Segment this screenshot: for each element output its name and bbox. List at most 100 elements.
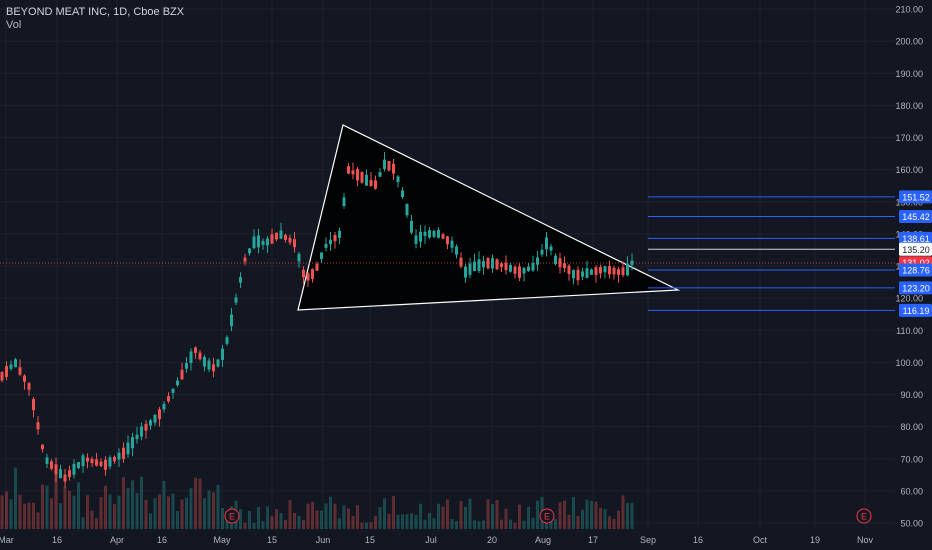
- candle-body: [522, 267, 526, 274]
- candle-body: [491, 258, 494, 269]
- candle-body: [473, 261, 476, 272]
- candle-body: [338, 230, 341, 238]
- candle-body: [392, 163, 395, 174]
- candle-body: [558, 258, 562, 268]
- price-badge-label: 151.52: [902, 192, 930, 202]
- candle-body: [603, 266, 607, 273]
- volume-bar: [333, 503, 337, 529]
- volume-bar: [576, 515, 580, 529]
- volume-bar: [257, 507, 260, 529]
- candle-body: [288, 237, 292, 243]
- candle-body: [455, 246, 458, 255]
- candle-body: [99, 461, 103, 467]
- candle-body: [149, 420, 152, 426]
- volume-bar: [306, 503, 310, 529]
- volume-bar: [140, 476, 143, 529]
- candle-body: [81, 455, 85, 467]
- candle-body: [284, 234, 287, 240]
- candle-body: [252, 236, 256, 249]
- triangle-drawing[interactable]: [297, 124, 681, 311]
- candle-body: [527, 266, 530, 271]
- candle-body: [207, 360, 211, 370]
- candle-body: [554, 255, 557, 265]
- candle-body: [50, 461, 53, 469]
- horizontal-levels[interactable]: [648, 196, 895, 311]
- volume-bar: [338, 518, 341, 529]
- volume-bar: [77, 482, 80, 529]
- volume-bar: [437, 503, 440, 529]
- candle-body: [365, 174, 368, 186]
- candle-body: [243, 257, 247, 262]
- candle-body: [626, 263, 629, 276]
- candle-body: [95, 459, 98, 466]
- candle-body: [41, 444, 44, 450]
- time-tick-label: 20: [487, 535, 497, 545]
- volume-label[interactable]: Vol: [6, 19, 22, 31]
- candle-body: [203, 356, 206, 367]
- volume-bar: [477, 521, 481, 529]
- volume-bar: [401, 514, 404, 529]
- volume-bar: [347, 508, 350, 529]
- volume-bar: [54, 471, 58, 529]
- volume-bar: [252, 522, 256, 529]
- earnings-marker-label: E: [861, 512, 867, 522]
- volume-bar: [630, 502, 634, 529]
- price-tick-label: 110.00: [896, 326, 923, 336]
- price-badge: [899, 303, 932, 317]
- candle-body: [540, 249, 544, 255]
- volume-bar: [248, 510, 251, 529]
- candle-body: [549, 246, 553, 251]
- volume-bar: [369, 522, 373, 529]
- price-badge: [899, 281, 932, 295]
- price-tick-label: 170.00: [895, 133, 923, 143]
- volume-bar: [464, 506, 467, 529]
- candle-body: [306, 273, 310, 281]
- volume-bar: [603, 509, 607, 529]
- volume-bar: [36, 512, 40, 529]
- price-badge: [899, 263, 932, 277]
- price-badge-label: 116.19: [903, 306, 930, 316]
- price-tick-label: 60.00: [900, 486, 923, 496]
- volume-bar: [509, 519, 512, 529]
- time-axis[interactable]: Mar 16 Apr 16 May 15 Jun 15 Jul 20 Aug 17 Sep 16 Oct 19…: [0, 535, 873, 545]
- volume-bar: [288, 500, 292, 529]
- candle-body: [275, 232, 278, 240]
- candle-body: [464, 266, 467, 278]
- volume-bar: [594, 501, 598, 529]
- candle-body: [167, 396, 170, 402]
- volume-bar: [198, 478, 202, 529]
- candle-body: [27, 383, 31, 390]
- volume-bar: [99, 497, 103, 529]
- volume-bar: [68, 490, 71, 529]
- candle-body: [567, 265, 571, 275]
- volume-bar: [126, 487, 130, 529]
- time-tick-label: Jun: [316, 535, 331, 545]
- price-badge: [899, 242, 932, 256]
- candle-body: [432, 230, 436, 237]
- candle-body: [518, 266, 521, 278]
- symbol-title[interactable]: BEYOND MEAT INC, 1D, Cboe BZX: [6, 6, 185, 18]
- volume-bar: [212, 492, 215, 529]
- candle-body: [563, 263, 566, 269]
- volume-bar: [626, 503, 629, 529]
- candle-body: [225, 337, 229, 344]
- volume-bar: [117, 495, 121, 529]
- candle-body: [32, 398, 35, 411]
- volume-bar: [486, 499, 490, 529]
- candle-body: [198, 352, 202, 360]
- volume-bar: [275, 509, 278, 529]
- volume-bar: [171, 493, 175, 529]
- candle-body: [441, 234, 445, 239]
- candle-body: [590, 269, 593, 275]
- candle-body: [414, 235, 418, 244]
- volume-bar: [581, 509, 584, 529]
- candle-body: [212, 364, 215, 372]
- volume-bar: [392, 495, 395, 529]
- volume-bar: [329, 496, 332, 529]
- volume-bar: [90, 510, 94, 529]
- volume-bar: [297, 515, 301, 529]
- candle-body: [302, 269, 305, 278]
- candle-body: [374, 180, 377, 189]
